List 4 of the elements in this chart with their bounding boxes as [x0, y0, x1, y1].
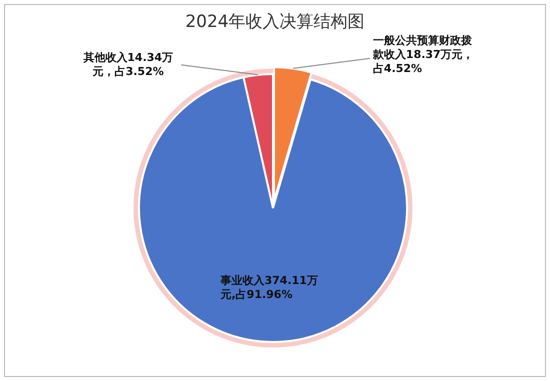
slice-label: 一般公共预算财政拨款收入18.37万元，占4.52%	[372, 34, 475, 76]
slice-label: 其他收入14.34万元，占3.52%	[82, 50, 174, 79]
chart-title: 2024年收入决算结构图	[184, 11, 366, 33]
slice-label: 事业收入374.11万元,占91.96%	[220, 274, 319, 302]
